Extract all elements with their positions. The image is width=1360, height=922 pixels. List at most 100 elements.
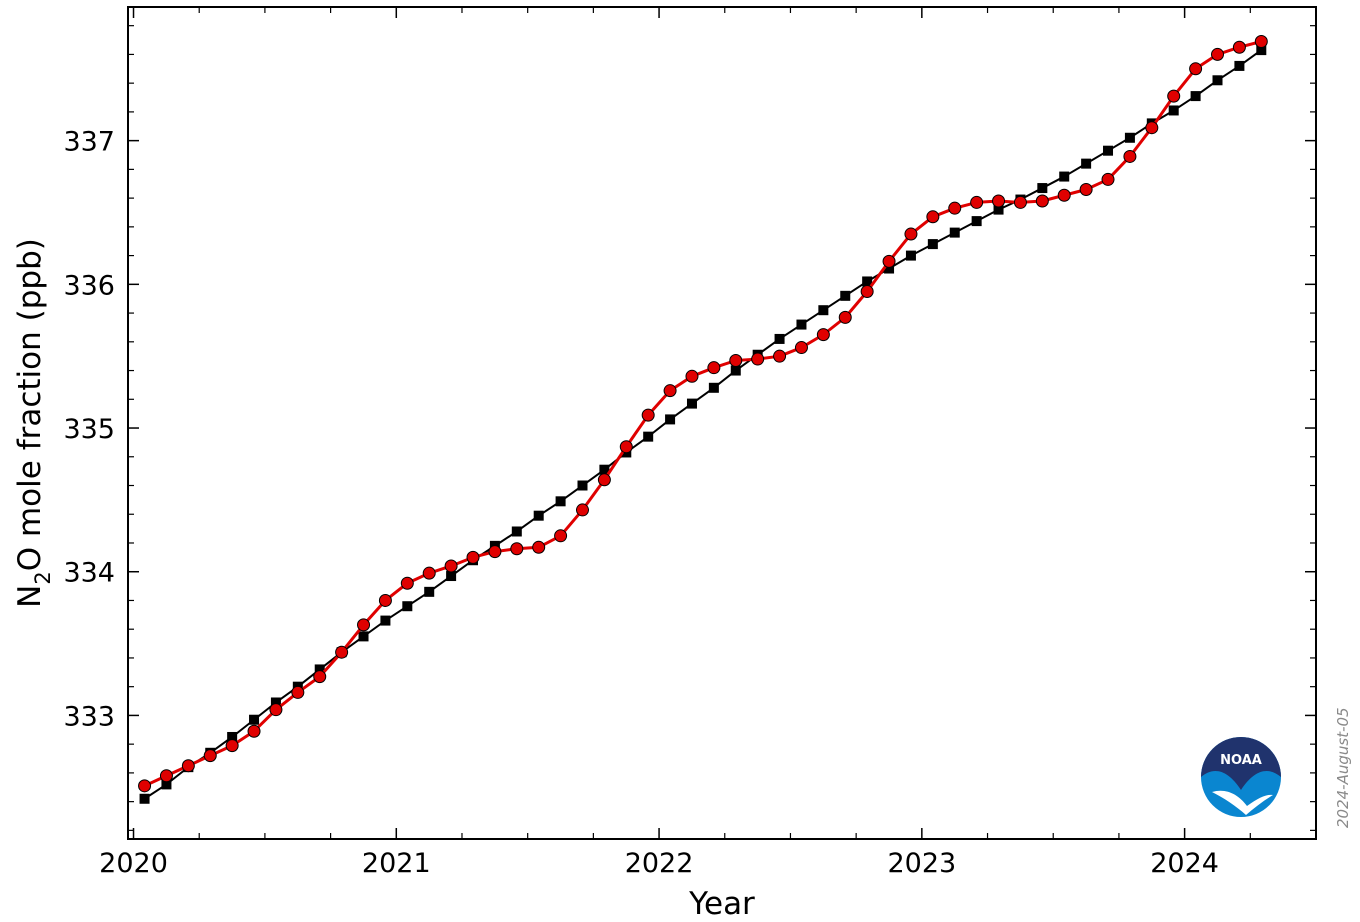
x-tick-label: 2020 [99, 848, 168, 879]
monthly-mean-point [269, 703, 283, 717]
y-tick-label: 336 [63, 270, 115, 301]
trend-point [1234, 60, 1245, 71]
monthly-mean-point [1189, 62, 1203, 76]
monthly-mean-point [729, 353, 743, 367]
trend-point [927, 239, 938, 250]
y-tick-label: 333 [63, 701, 115, 732]
monthly-mean-point [882, 254, 896, 268]
monthly-mean-point [641, 408, 655, 422]
monthly-mean-point [663, 384, 677, 398]
monthly-mean-point [597, 473, 611, 487]
monthly-mean-point [291, 685, 305, 699]
trend-point [884, 263, 895, 274]
trend-point [1168, 105, 1179, 116]
trend-point [665, 414, 676, 425]
trend-point [1037, 183, 1048, 194]
monthly-mean-point [575, 503, 589, 517]
monthly-mean-point [138, 779, 152, 793]
monthly-mean-point [466, 550, 480, 564]
trend-point [862, 276, 873, 287]
monthly-mean-point [378, 593, 392, 607]
monthly-mean-line [143, 40, 1262, 788]
date-stamp: 2024-August-05 [1334, 707, 1352, 828]
trend-point [1081, 158, 1092, 169]
y-axis-title-main: N [12, 585, 48, 608]
data-series [138, 34, 1268, 804]
monthly-mean-point [159, 769, 173, 783]
trend-point [708, 382, 719, 393]
monthly-mean-point [554, 529, 568, 543]
monthly-mean-point [816, 328, 830, 342]
noaa-logo-icon: NOAA [1201, 737, 1281, 817]
trend-point [796, 319, 807, 330]
monthly-mean-point [685, 369, 699, 383]
monthly-mean-point [619, 440, 633, 454]
trend-point [1190, 91, 1201, 102]
trend-point [1124, 132, 1135, 143]
monthly-mean-point [794, 341, 808, 355]
trend-point [161, 779, 172, 790]
monthly-mean-point [357, 618, 371, 632]
trend-point [905, 250, 916, 261]
x-axis-title: Year [688, 886, 755, 922]
monthly-mean-point [444, 559, 458, 573]
x-tick-label: 2021 [362, 848, 431, 879]
monthly-mean-point [400, 576, 414, 590]
trend-point [599, 464, 610, 475]
monthly-mean-point [181, 759, 195, 773]
axis-ticks: 2020 2021 2022 2023 2024 333 334 335 336 337 [63, 7, 1317, 879]
trend-point [971, 216, 982, 227]
trend-point [358, 631, 369, 642]
y-axis-title: N2O mole fraction (ppb) [12, 238, 55, 608]
monthly-mean-point [510, 542, 524, 556]
trend-point [686, 398, 697, 409]
trend-line [144, 49, 1262, 800]
monthly-mean-point [422, 566, 436, 580]
trend-point [730, 365, 741, 376]
monthly-mean-point [1167, 89, 1181, 103]
trend-point [424, 586, 435, 597]
trend-point [533, 510, 544, 521]
trend-point [270, 697, 281, 708]
monthly-mean-point [1057, 188, 1071, 202]
monthly-mean-point [948, 201, 962, 215]
monthly-mean-point [860, 285, 874, 299]
trend-point [511, 526, 522, 537]
monthly-mean-point [773, 349, 787, 363]
trend-point [402, 601, 413, 612]
trend-point [1059, 171, 1070, 182]
monthly-mean-point [1013, 195, 1027, 209]
trend-point [555, 496, 566, 507]
x-tick-label: 2023 [887, 848, 956, 879]
plot-frame [127, 6, 1317, 840]
trend-point [774, 333, 785, 344]
trend-point [139, 793, 150, 804]
x-tick-label: 2022 [625, 848, 694, 879]
monthly-mean-point [1079, 182, 1093, 196]
trend-point [249, 714, 260, 725]
monthly-mean-point [904, 227, 918, 241]
trend-point [314, 664, 325, 675]
trend-point [1256, 45, 1267, 56]
monthly-mean-point [225, 739, 239, 753]
x-tick-label: 2024 [1150, 848, 1219, 879]
monthly-mean-point [1101, 172, 1115, 186]
monthly-mean-point [313, 670, 327, 684]
trend-point [818, 305, 829, 316]
monthly-mean-point [838, 310, 852, 324]
monthly-mean-point [532, 540, 546, 554]
monthly-mean-point [1035, 194, 1049, 208]
trend-point [227, 731, 238, 742]
y-tick-label: 337 [63, 127, 115, 158]
monthly-mean-point [1145, 121, 1159, 135]
monthly-mean-point [203, 749, 217, 763]
monthly-mean-point [1211, 47, 1225, 61]
monthly-mean-point [1254, 34, 1268, 48]
monthly-mean-point [335, 645, 349, 659]
monthly-mean-point [992, 194, 1006, 208]
noaa-logo-text: NOAA [1220, 753, 1262, 768]
y-axis-title-subscript: 2 [31, 571, 55, 584]
monthly-mean-point [926, 210, 940, 224]
trend-point [1103, 145, 1114, 156]
